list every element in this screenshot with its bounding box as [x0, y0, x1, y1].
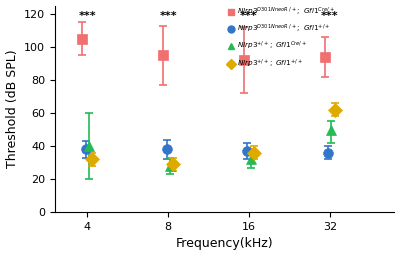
Text: ***: *** — [240, 11, 258, 21]
Legend: $\it{Nlrp3}$$^{D301NneoR\ /+}$$\it{;\ Gfi1}$$^{Cre/+}$, $\it{Nlrp3}$$^{D301NneoR: $\it{Nlrp3}$$^{D301NneoR\ /+}$$\it{;\ Gf… — [228, 5, 335, 70]
Text: ***: *** — [321, 11, 338, 21]
Text: ***: *** — [159, 11, 177, 21]
Y-axis label: Threshold (dB SPL): Threshold (dB SPL) — [6, 50, 18, 168]
Text: ***: *** — [78, 11, 96, 21]
X-axis label: Frequency(kHz): Frequency(kHz) — [176, 238, 274, 250]
